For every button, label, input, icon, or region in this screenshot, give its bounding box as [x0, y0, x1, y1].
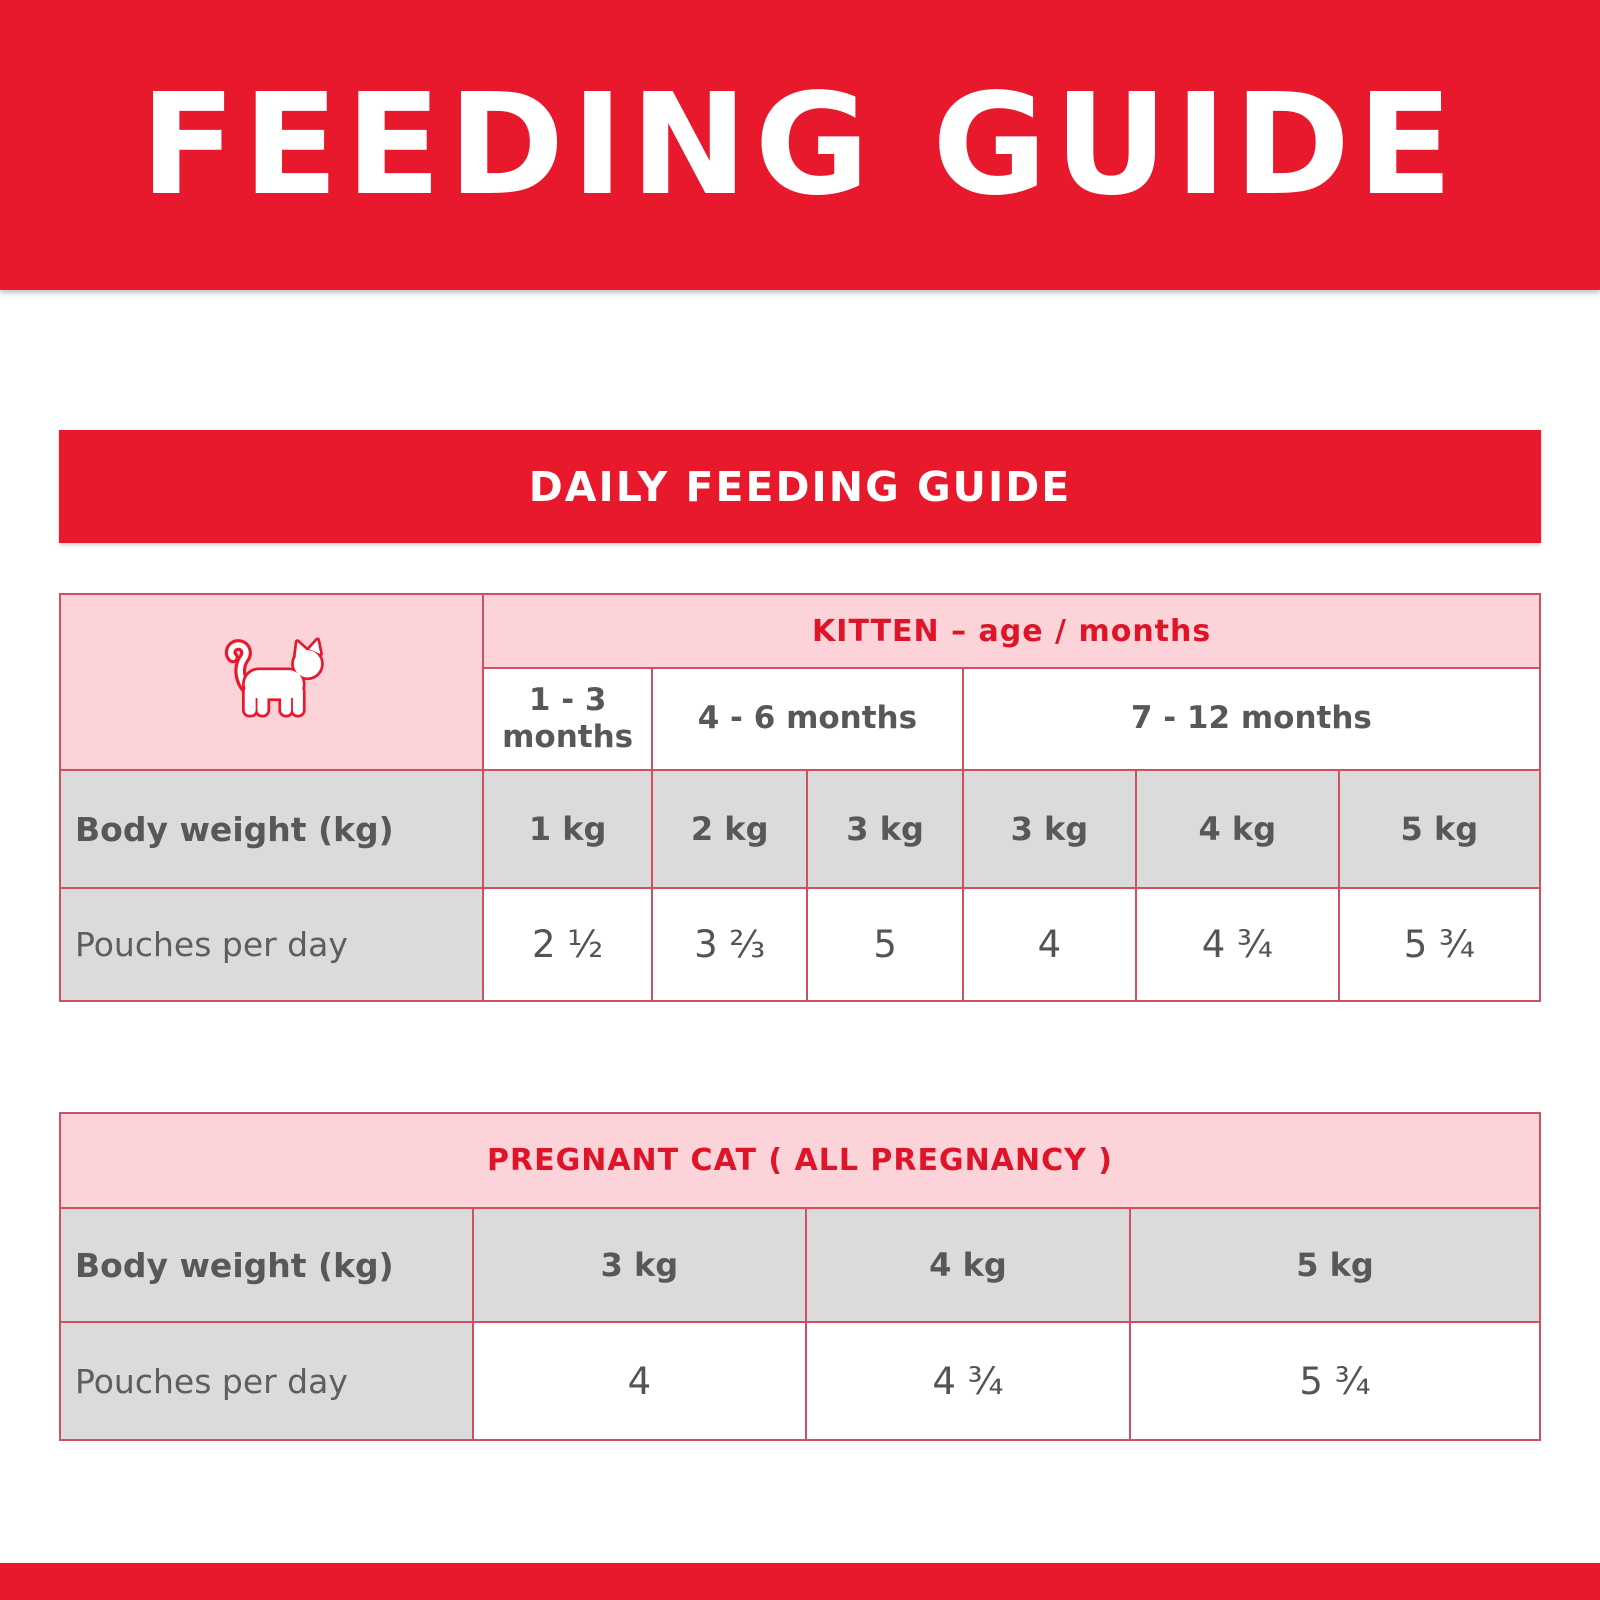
page-title: FEEDING GUIDE — [140, 63, 1460, 227]
kitten-age-columns-row: 1 - 3 months 4 - 6 months 7 - 12 months — [60, 667, 1542, 771]
pouches-value: 4 — [961, 887, 1137, 1002]
kitten-body-weight-row: Body weight (kg) 1 kg 2 kg 3 kg 3 kg 4 k… — [58, 769, 1542, 889]
feeding-guide-banner: FEEDING GUIDE — [0, 0, 1600, 290]
age-col-1-3-months: 1 - 3 months — [482, 667, 653, 771]
body-weight-value: 3 kg — [961, 769, 1137, 889]
daily-feeding-guide-banner: DAILY FEEDING GUIDE — [59, 430, 1541, 543]
pregnant-cat-header: PREGNANT CAT ( ALL PREGNANCY ) — [59, 1112, 1541, 1209]
pouches-value: 3 ⅔ — [650, 887, 809, 1002]
pregnant-cat-feeding-table: PREGNANT CAT ( ALL PREGNANCY ) Body weig… — [59, 1112, 1541, 1441]
pouches-value: 5 — [806, 887, 964, 1002]
pouches-value: 2 ½ — [482, 887, 653, 1002]
pouches-per-day-label: Pouches per day — [59, 1321, 474, 1441]
body-weight-label: Body weight (kg) — [59, 1207, 474, 1323]
body-weight-value: 2 kg — [650, 769, 809, 889]
body-weight-value: 3 kg — [806, 769, 964, 889]
age-col-4-6-months: 4 - 6 months — [651, 667, 964, 771]
age-col-7-12-months: 7 - 12 months — [961, 667, 1542, 771]
footer-band — [0, 1563, 1600, 1600]
body-weight-value: 5 kg — [1337, 769, 1542, 889]
body-weight-value: 5 kg — [1129, 1207, 1541, 1323]
body-weight-label: Body weight (kg) — [58, 769, 485, 889]
body-weight-value: 1 kg — [482, 769, 653, 889]
content-column: DAILY FEEDING GUIDE — [58, 430, 1542, 1441]
pregnant-header-row: PREGNANT CAT ( ALL PREGNANCY ) — [59, 1112, 1541, 1209]
kitten-pouches-row: Pouches per day 2 ½ 3 ⅔ 5 4 4 ¾ 5 ¾ — [58, 887, 1542, 1002]
pregnant-pouches-row: Pouches per day 4 4 ¾ 5 ¾ — [59, 1321, 1541, 1441]
pouches-value: 4 — [471, 1321, 807, 1441]
pregnant-body-weight-row: Body weight (kg) 3 kg 4 kg 5 kg — [59, 1207, 1541, 1323]
pouches-per-day-label: Pouches per day — [58, 887, 485, 1002]
pouches-value: 5 ¾ — [1337, 887, 1542, 1002]
cat-icon — [61, 633, 482, 731]
pouches-value: 5 ¾ — [1129, 1321, 1541, 1441]
cat-icon-cell — [58, 593, 485, 771]
pouches-value: 4 ¾ — [1134, 887, 1340, 1002]
section-title: DAILY FEEDING GUIDE — [528, 462, 1072, 511]
body-weight-value: 4 kg — [1134, 769, 1340, 889]
kitten-age-group-header: KITTEN – age / months — [482, 593, 1541, 669]
kitten-feeding-table: KITTEN – age / months 1 - 3 months 4 - 6… — [58, 593, 1542, 1002]
body-weight-value: 3 kg — [471, 1207, 807, 1323]
body-weight-value: 4 kg — [804, 1207, 1132, 1323]
kitten-header-row: KITTEN – age / months — [58, 593, 1541, 771]
pouches-value: 4 ¾ — [804, 1321, 1132, 1441]
